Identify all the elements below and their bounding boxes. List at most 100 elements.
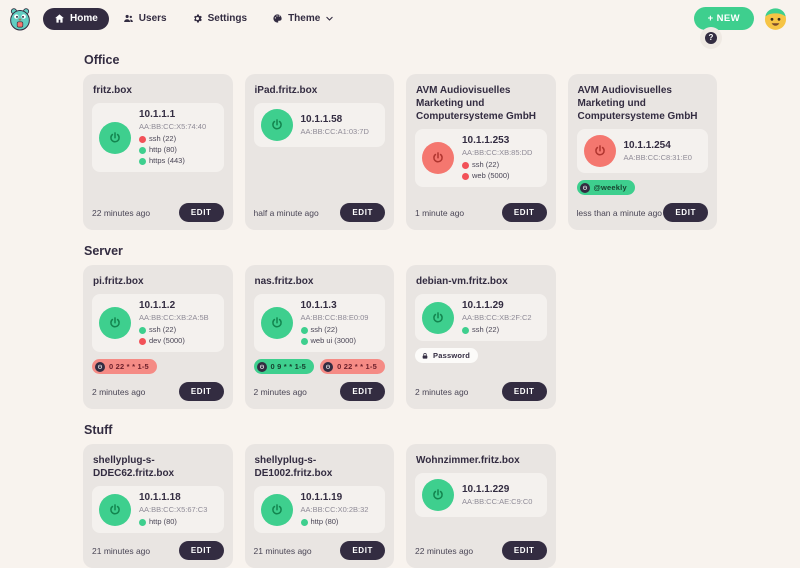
power-button[interactable] [99,121,131,154]
port-list: ssh (22) dev (5000) [139,325,217,346]
section-office: Office fritz.box 10.1.1.1 AA:BB:CC:X5:74:40… [83,53,717,230]
schedule-badge: @weekly [576,180,635,195]
badge-label: Password [433,351,471,360]
power-button[interactable] [583,135,616,167]
new-button[interactable]: + NEW [693,7,754,30]
port-tag: ssh (22) [300,325,338,335]
power-button[interactable] [99,493,131,526]
power-button[interactable] [260,493,293,526]
power-button[interactable] [422,142,454,174]
last-seen: less than a minute ago [576,207,663,218]
schedule-badge: 0 22 * * 1-5 [92,359,157,374]
device-ip: 10.1.1.254 [623,140,671,151]
device-info: 10.1.1.18 AA:BB:CC:X5:67:C3 http (80) [139,492,207,527]
users-icon [123,13,134,24]
port-label: ssh (22) [472,160,500,169]
port-label: ssh (22) [149,134,177,143]
device-info: 10.1.1.3 AA:BB:CC:B8:E0:09 ssh (22) web ui … [300,300,379,346]
port-tag: http (80) [139,145,177,155]
power-button[interactable] [260,307,293,339]
power-icon [433,311,443,323]
lock-icon [421,352,429,360]
device-info: 10.1.1.2 AA:BB:CC:XB:2A:5B ssh (22) dev (50… [139,300,217,346]
device-mac: AA:BB:CC:AE:C9:C0 [462,497,533,506]
port-status-dot [139,326,146,334]
last-seen: 2 minutes ago [415,386,469,397]
last-seen: half a minute ago [253,207,319,218]
edit-button[interactable]: EDIT [340,203,385,222]
badge-label: 0 22 * * 1-5 [337,362,377,371]
port-tag: ssh (22) [139,134,176,144]
nav-users-label: Users [138,13,167,24]
power-icon [110,503,120,515]
device-ip: 10.1.1.2 [139,300,176,311]
last-seen: 1 minute ago [415,207,465,218]
help-button[interactable]: ? [700,27,722,49]
schedule-icon [95,361,105,372]
card-footer: 2 minutes ago EDIT [92,374,224,401]
top-bar: Home Users Settings Theme + NEW [0,0,800,32]
power-button[interactable] [99,307,131,339]
device-card: AVM Audiovisuelles Marketing und Compute… [406,74,556,230]
schedule-icon [323,361,334,372]
port-label: web ui (3000) [310,336,356,345]
device-mac: AA:BB:CC:XB:2F:C2 [462,313,532,322]
device-mac: AA:BB:CC:X0:2B:32 [300,505,369,514]
device-panel: 10.1.1.1 AA:BB:CC:X5:74:40 ssh (22) http (8… [92,103,224,172]
home-icon [54,13,65,24]
power-button[interactable] [260,109,293,141]
edit-button[interactable]: EDIT [178,382,224,401]
nav-users[interactable]: Users [112,8,178,30]
device-ip: 10.1.1.58 [300,114,343,125]
device-card: shellyplug-s-DDEC62.fritz.box 10.1.1.18 AA… [83,444,233,568]
nav-settings[interactable]: Settings [181,8,258,30]
power-button[interactable] [422,479,454,511]
edit-button[interactable]: EDIT [178,541,224,560]
device-name: shellyplug-s-DDEC62.fritz.box [93,455,175,479]
card-row: fritz.box 10.1.1.1 AA:BB:CC:X5:74:40 ssh (2… [83,74,717,230]
nav-theme[interactable]: Theme [261,8,345,30]
edit-button[interactable]: EDIT [501,382,547,401]
edit-button[interactable]: EDIT [178,203,224,222]
card-footer: less than a minute ago EDIT [576,195,708,222]
edit-button[interactable]: EDIT [340,541,385,560]
card-footer: half a minute ago EDIT [253,195,385,222]
app-logo[interactable] [7,6,33,32]
last-seen: 21 minutes ago [92,545,151,556]
device-name: pi.fritz.box [93,276,144,287]
device-panel: 10.1.1.18 AA:BB:CC:X5:67:C3 http (80) [92,486,224,533]
device-mac: AA:BB:CC:X5:74:40 [139,122,207,131]
edit-button[interactable]: EDIT [663,203,708,222]
edit-button[interactable]: EDIT [501,541,547,560]
device-name: Wohnzimmer.fritz.box [416,455,520,466]
port-list: http (80) [300,517,369,527]
device-ip: 10.1.1.1 [139,109,176,120]
power-icon [594,145,605,156]
power-button[interactable] [422,301,454,334]
card-row: shellyplug-s-DDEC62.fritz.box 10.1.1.18 AA… [83,444,717,568]
device-card: Wohnzimmer.fritz.box 10.1.1.229 AA:BB:CC:A… [406,444,556,568]
device-card: nas.fritz.box 10.1.1.3 AA:BB:CC:B8:E0:09 ss… [244,265,394,409]
schedule-icon [256,361,267,372]
device-info: 10.1.1.19 AA:BB:CC:X0:2B:32 http (80) [300,492,369,527]
device-info: 10.1.1.254 AA:BB:CC:C8:31:E0 [624,140,692,162]
device-panel: 10.1.1.3 AA:BB:CC:B8:E0:09 ssh (22) web ui … [253,294,385,352]
nav-settings-label: Settings [207,13,248,24]
device-mac: AA:BB:CC:A1:03:7D [300,127,369,136]
section-server: Server pi.fritz.box 10.1.1.2 AA:BB:CC:XB:2A… [83,244,717,409]
port-label: http (80) [149,517,177,526]
last-seen: 22 minutes ago [92,207,151,218]
port-status-dot [462,161,469,169]
port-status-dot [462,172,469,180]
last-seen: 2 minutes ago [92,386,146,397]
card-footer: 2 minutes ago EDIT [415,374,547,401]
edit-button[interactable]: EDIT [501,203,547,222]
device-info: 10.1.1.253 AA:BB:CC:XB:85:DD ssh (22) web (… [462,135,540,181]
edit-button[interactable]: EDIT [340,382,385,401]
section-stuff: Stuff shellyplug-s-DDEC62.fritz.box 10.1.1… [83,423,717,568]
gopher-logo-icon [10,7,30,30]
avatar[interactable] [763,6,788,31]
device-mac: AA:BB:CC:X5:67:C3 [139,505,208,514]
device-panel: 10.1.1.19 AA:BB:CC:X0:2B:32 http (80) [253,486,385,533]
nav-home[interactable]: Home [43,7,109,30]
